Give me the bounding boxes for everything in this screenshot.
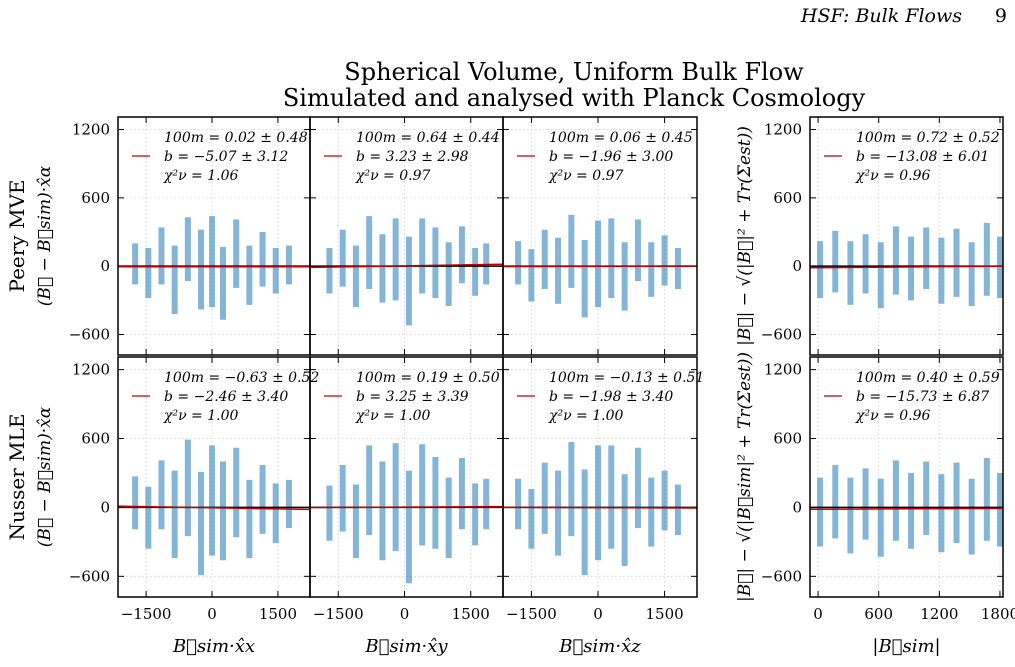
x-tick-label: 1500 [645, 605, 683, 623]
y-tick-label: −600 [761, 326, 802, 344]
legend-text: b = 3.25 ± 3.39 [356, 389, 469, 405]
x-tick-label: 600 [864, 605, 893, 623]
y-tick-label: −600 [761, 567, 802, 585]
y-tick-label: 1200 [72, 361, 110, 379]
figure-title: Simulated and analysed with Planck Cosmo… [283, 84, 866, 112]
x-tick-label: 0 [593, 605, 603, 623]
y-tick-label: 0 [792, 257, 802, 275]
running-title: HSF: Bulk Flows [800, 5, 962, 27]
x-axis-label: |B⃗sim| [872, 636, 940, 657]
x-tick-label: 1500 [452, 605, 490, 623]
legend-text: 100m = 0.02 ± 0.48 [164, 130, 308, 146]
legend-text: χ²ν = 1.00 [548, 408, 624, 424]
x-axis-label: B⃗sim·x̂x [172, 636, 255, 657]
legend-text: 100m = 0.64 ± 0.44 [356, 130, 500, 146]
legend-text: χ²ν = 1.00 [163, 408, 239, 424]
legend-text: 100m = −0.63 ± 0.52 [164, 370, 319, 386]
y-tick-label: 600 [81, 430, 110, 448]
y-tick-label: −600 [69, 326, 110, 344]
y-tick-label: 0 [100, 498, 110, 516]
legend-text: b = −15.73 ± 6.87 [856, 389, 989, 405]
legend-text: 100m = 0.06 ± 0.45 [549, 130, 693, 146]
x-tick-label: −1500 [313, 605, 364, 623]
legend-text: b = −1.96 ± 3.00 [549, 149, 673, 165]
y-tick-label: 1200 [764, 361, 802, 379]
y-axis-label: (B⃗ − B⃗sim)·x̂α [35, 406, 55, 547]
legend-text: 100m = 0.40 ± 0.59 [856, 370, 1000, 386]
x-axis-label: B⃗sim·x̂y [364, 636, 448, 657]
legend-text: 100m = −0.13 ± 0.51 [549, 370, 704, 386]
y-tick-label: 1200 [764, 121, 802, 139]
x-tick-label: 0 [400, 605, 410, 623]
y-axis-label: |B⃗| − √(|B⃗sim|² + Tr(Σest)) [735, 352, 755, 602]
fit-line [503, 507, 697, 508]
legend-text: b = −2.46 ± 3.40 [164, 389, 288, 405]
legend-text: χ²ν = 0.96 [855, 408, 931, 424]
y-tick-label: 600 [773, 430, 802, 448]
legend-text: χ²ν = 1.00 [355, 408, 431, 424]
legend-text: b = −5.07 ± 3.12 [164, 149, 288, 165]
figure-title: Spherical Volume, Uniform Bulk Flow [344, 58, 804, 86]
fit-line [310, 507, 503, 508]
x-tick-label: 0 [207, 605, 217, 623]
legend-text: b = −13.08 ± 6.01 [856, 149, 989, 165]
page-number: 9 [995, 5, 1007, 27]
x-tick-label: 1200 [920, 605, 958, 623]
legend-text: χ²ν = 0.97 [548, 168, 624, 184]
legend-text: 100m = 0.19 ± 0.50 [356, 370, 500, 386]
x-tick-label: −1500 [506, 605, 557, 623]
x-axis-label: B⃗sim·x̂z [558, 636, 641, 657]
legend-text: b = −1.98 ± 3.40 [549, 389, 673, 405]
x-tick-label: 0 [813, 605, 823, 623]
y-axis-label: |B⃗| − √(|B⃗|² + Tr(Σest)) [735, 126, 755, 346]
y-tick-label: 0 [100, 257, 110, 275]
y-axis-label: (B⃗ − B⃗sim)·x̂α [35, 165, 55, 306]
y-tick-label: 600 [773, 189, 802, 207]
y-tick-label: 0 [792, 498, 802, 516]
legend-text: χ²ν = 0.97 [355, 168, 431, 184]
x-tick-label: −1500 [121, 605, 172, 623]
legend-text: χ²ν = 0.96 [855, 168, 931, 184]
row-label: Nusser MLE [5, 413, 29, 540]
legend-text: χ²ν = 1.06 [163, 168, 239, 184]
y-tick-label: 600 [81, 189, 110, 207]
legend-text: 100m = 0.72 ± 0.52 [856, 130, 1000, 146]
y-tick-label: −600 [69, 567, 110, 585]
x-tick-label: 1800 [981, 605, 1015, 623]
y-tick-label: 1200 [72, 121, 110, 139]
fit-line [810, 508, 1003, 509]
row-label: Peery MVE [5, 180, 29, 293]
x-tick-label: 1500 [259, 605, 297, 623]
legend-text: b = 3.23 ± 2.98 [356, 149, 469, 165]
